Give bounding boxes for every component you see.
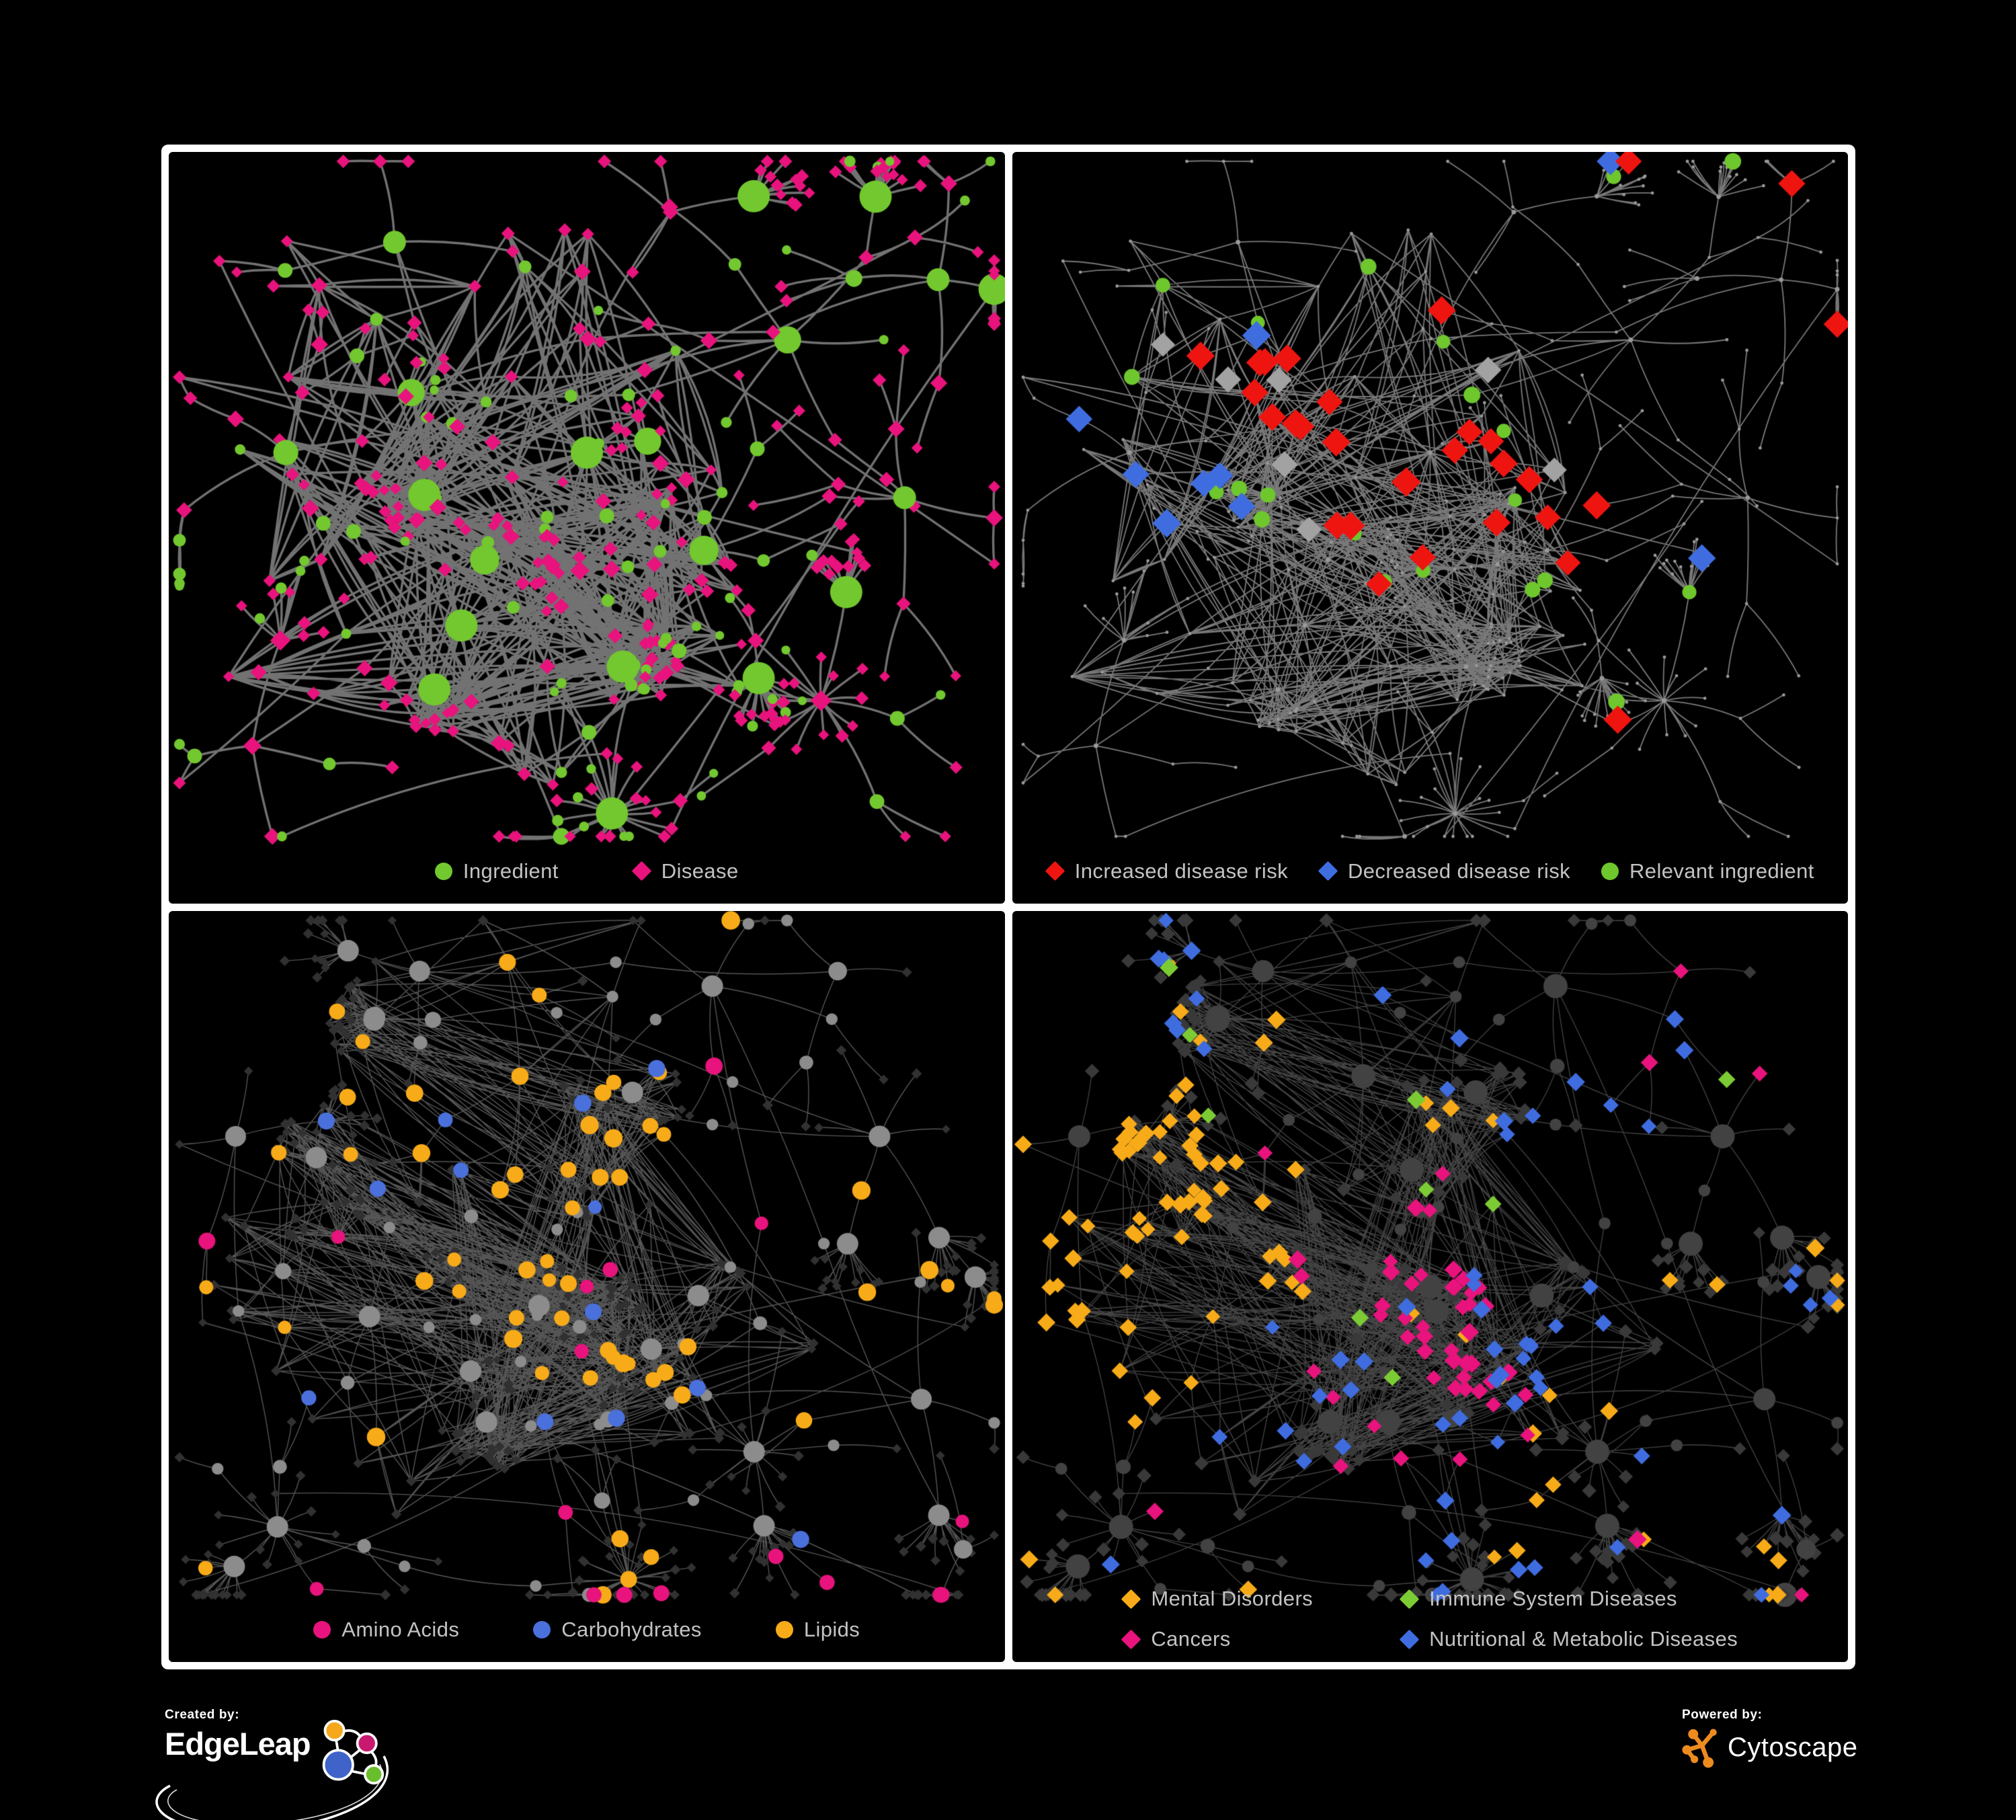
panel-ingredient-disease: Ingredient Disease: [169, 152, 1005, 904]
network-canvas-disease-classes: [1012, 910, 1848, 1662]
panel-disease-classes: Mental Disorders Immune System Diseases …: [1012, 910, 1849, 1662]
cytoscape-brand-row: Cytoscape: [1682, 1727, 1857, 1768]
legend-ingredient-disease: Ingredient Disease: [169, 859, 1005, 883]
legend-label: Nutritional & Metabolic Diseases: [1429, 1627, 1738, 1651]
disease-swatch-icon: [631, 861, 652, 881]
edgeleap-wordmark: EdgeLeap: [165, 1726, 311, 1762]
cancers-swatch-icon: [1121, 1629, 1141, 1649]
network-canvas-metabolite-classes: [169, 910, 1005, 1662]
legend-label: Relevant ingredient: [1629, 859, 1814, 883]
nutritional-metabolic-swatch-icon: [1399, 1629, 1420, 1649]
legend-metabolite-classes: Amino Acids Carbohydrates Lipids: [169, 1618, 1005, 1642]
legend-item: Increased disease risk: [1045, 859, 1288, 883]
legend-item: Lipids: [775, 1618, 860, 1642]
legend-label: Mental Disorders: [1151, 1587, 1314, 1610]
legend-item: Immune System Diseases: [1399, 1587, 1738, 1611]
legend-item: Relevant ingredient: [1601, 859, 1814, 883]
legend-item: Carbohydrates: [533, 1618, 702, 1642]
edgeleap-logo-icon: [322, 1720, 384, 1785]
amino-acids-swatch-icon: [313, 1621, 331, 1638]
legend-label: Immune System Diseases: [1429, 1587, 1677, 1610]
edgeleap-swoosh-icon: [155, 1755, 389, 1820]
legend-item: Decreased disease risk: [1318, 859, 1571, 883]
legend-item: Nutritional & Metabolic Diseases: [1399, 1627, 1738, 1651]
legend-label: Lipids: [803, 1618, 860, 1641]
legend-label: Cancers: [1151, 1627, 1231, 1651]
carbohydrates-swatch-icon: [533, 1621, 551, 1638]
created-by-caption: Created by:: [165, 1708, 240, 1722]
legend-label: Amino Acids: [341, 1618, 460, 1641]
legend-item: Mental Disorders: [1121, 1587, 1314, 1611]
legend-item: Disease: [631, 859, 739, 883]
legend-disease-risk: Increased disease risk Decreased disease…: [1012, 859, 1849, 883]
legend-disease-classes: Mental Disorders Immune System Diseases …: [1012, 1587, 1849, 1651]
network-canvas-ingredient-disease: [169, 152, 1005, 904]
network-canvas-disease-risk: [1012, 152, 1848, 904]
decreased-risk-swatch-icon: [1318, 861, 1338, 881]
edgeleap-brand-row: EdgeLeap: [155, 1720, 397, 1820]
legend-label: Decreased disease risk: [1348, 859, 1571, 883]
legend-item: Ingredient: [434, 859, 559, 883]
relevant-ingredient-swatch-icon: [1601, 862, 1619, 880]
panel-grid-frame: Ingredient Disease Increased disease ris…: [161, 145, 1855, 1669]
legend-label: Increased disease risk: [1074, 859, 1288, 883]
legend-item: Cancers: [1121, 1627, 1313, 1651]
mental-disorders-swatch-icon: [1121, 1589, 1141, 1609]
legend-item: Amino Acids: [313, 1618, 459, 1642]
legend-label: Disease: [661, 859, 739, 883]
immune-system-swatch-icon: [1399, 1589, 1420, 1609]
panel-metabolite-classes: Amino Acids Carbohydrates Lipids: [169, 910, 1005, 1662]
lipids-swatch-icon: [775, 1621, 793, 1638]
edgeleap-credit: Created by: EdgeLeap: [155, 1708, 397, 1820]
legend-label: Carbohydrates: [561, 1618, 702, 1641]
increased-risk-swatch-icon: [1045, 861, 1065, 881]
cytoscape-logo-icon: [1682, 1729, 1717, 1768]
panel-disease-risk: Increased disease risk Decreased disease…: [1012, 152, 1849, 904]
legend-label: Ingredient: [462, 859, 559, 883]
cytoscape-wordmark: Cytoscape: [1728, 1733, 1858, 1762]
ingredient-swatch-icon: [434, 862, 452, 880]
powered-by-caption: Powered by:: [1682, 1708, 1763, 1722]
cytoscape-credit: Powered by: Cytosc: [1682, 1708, 1857, 1768]
